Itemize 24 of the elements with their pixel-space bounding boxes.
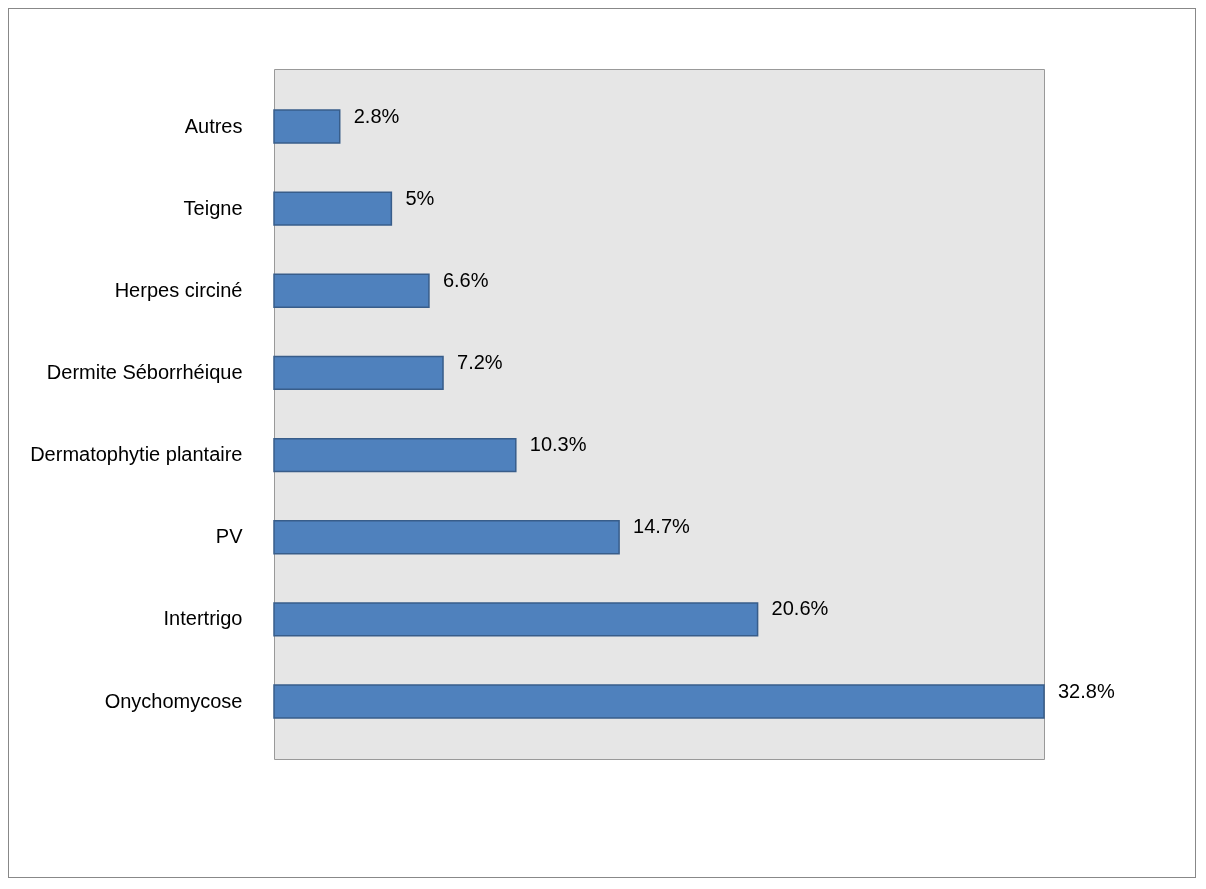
bar <box>273 602 759 637</box>
data-label: 32.8% <box>1058 679 1115 702</box>
data-label: 7.2% <box>457 350 503 373</box>
y-tick-label: Herpes circiné <box>114 278 243 301</box>
y-tick-label: Intertrigo <box>163 607 243 630</box>
data-label: 2.8% <box>353 104 400 127</box>
bar <box>273 437 517 473</box>
y-tick-label: PV <box>215 525 244 548</box>
y-tick-label: Dermatophytie plantaire <box>30 443 243 466</box>
data-label: 5% <box>405 186 435 209</box>
data-label: 14.7% <box>633 515 691 538</box>
data-label: 20.6% <box>771 597 829 620</box>
y-tick-label: Onychomycose <box>104 689 243 712</box>
bar <box>273 273 430 308</box>
bar <box>273 109 341 144</box>
bar <box>273 355 444 391</box>
bar <box>273 520 620 555</box>
data-label: 10.3% <box>529 433 587 456</box>
bar <box>273 684 1045 719</box>
y-tick-label: Dermite Séborrhéique <box>46 360 243 383</box>
y-tick-label: Autres <box>184 114 243 137</box>
data-label: 6.6% <box>442 268 489 291</box>
bar <box>273 191 393 226</box>
y-tick-label: Teigne <box>183 196 243 219</box>
